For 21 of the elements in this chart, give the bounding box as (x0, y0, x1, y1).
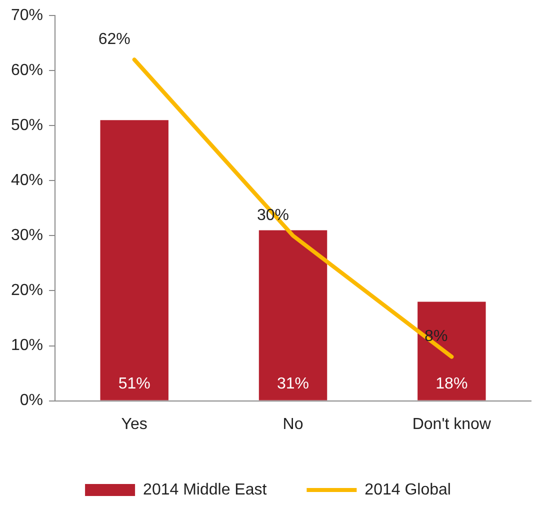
y-tick-label: 0% (20, 392, 44, 410)
data-label: 62% (98, 31, 130, 48)
data-label: 18% (436, 375, 468, 392)
legend-label: 2014 Global (364, 481, 451, 498)
x-tick-label: Yes (121, 416, 148, 433)
y-tick-label: 20% (10, 282, 44, 300)
y-tick-label: 10% (10, 337, 44, 354)
y-tick-label: 60% (10, 62, 44, 80)
y-tick-label: 40% (10, 172, 44, 190)
data-label: 8% (424, 328, 448, 346)
data-label: 51% (118, 375, 150, 392)
bar (418, 302, 486, 400)
y-tick-label: 30% (10, 227, 44, 244)
x-tick-label: Don't know (412, 416, 492, 433)
bar (258, 230, 328, 400)
y-tick-label: 70% (10, 7, 44, 24)
x-tick-label: No (282, 416, 304, 433)
data-label: 31% (276, 375, 310, 392)
bar (100, 120, 168, 400)
y-tick-label: 50% (10, 117, 44, 134)
legend-label: 2014 Middle East (143, 481, 268, 498)
